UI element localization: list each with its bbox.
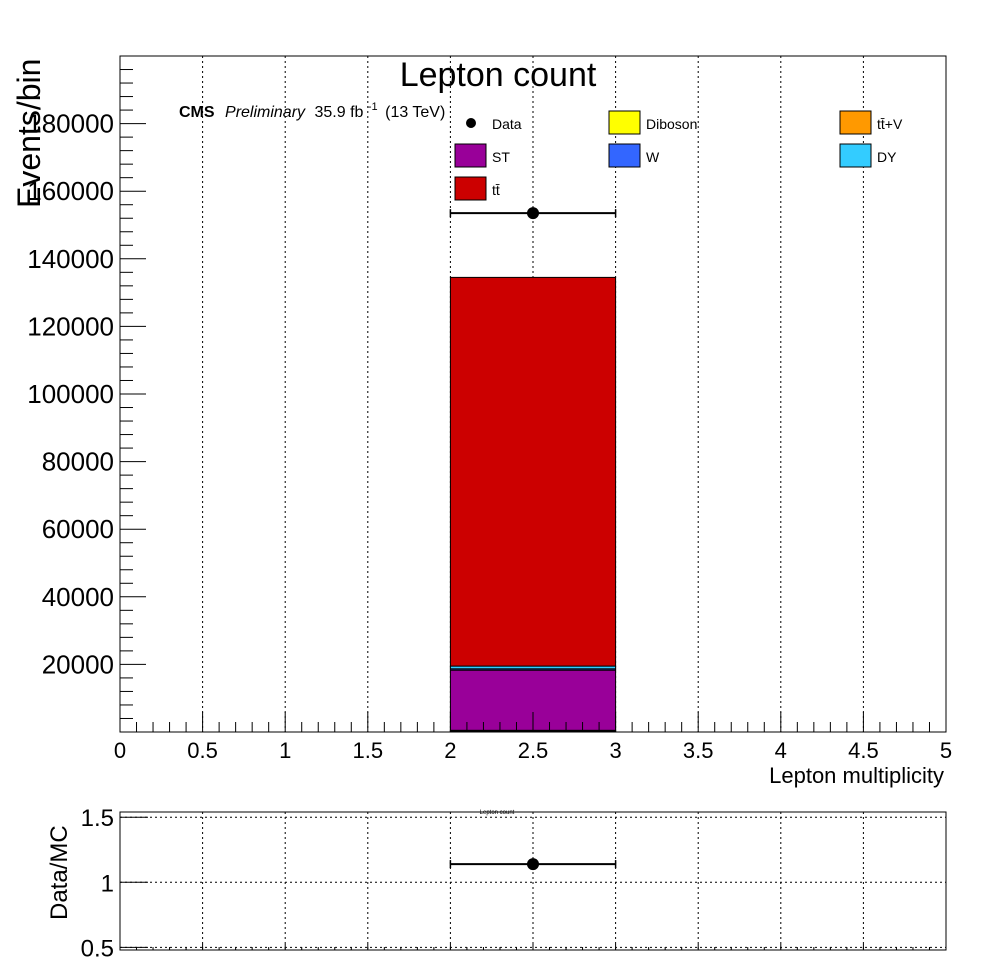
main-y-tick-labels: 20000 40000 60000 80000 100000 120000 140000 16… [27, 109, 114, 680]
legend-swatch [608, 143, 641, 168]
legend: Data Diboson tt̄+V ST W DY tt̄ [454, 110, 903, 201]
energy-text: (13 TeV) [385, 104, 445, 121]
legend-swatch [608, 110, 641, 135]
legend-swatch [454, 143, 487, 168]
ratio-y-tick-label: 1.5 [81, 805, 114, 832]
data-points [449, 207, 617, 220]
x-tick-label: 0 [114, 738, 126, 763]
luminosity-exponent: -1 [368, 101, 378, 113]
legend-label: Diboson [646, 116, 697, 132]
legend-label: tt̄ [492, 182, 500, 198]
y-tick-label: 140000 [27, 244, 114, 274]
y-tick-label: 100000 [27, 379, 114, 409]
legend-label: DY [877, 149, 897, 165]
cms-label: CMS Preliminary 35.9 fb -1 (13 TeV) [179, 97, 445, 121]
ratio-point-marker [527, 858, 539, 871]
x-tick-label: 5 [940, 738, 952, 763]
ratio-title: Lepton count [480, 810, 515, 816]
y-tick-label: 160000 [27, 176, 114, 206]
legend-swatch [839, 110, 872, 135]
y-tick-label: 60000 [42, 514, 114, 544]
ratio-y-axis-label: Data/MC [46, 825, 73, 920]
main-x-ticks [119, 712, 947, 732]
x-tick-label: 4 [775, 738, 787, 763]
ratio-x-ticks [119, 944, 947, 950]
main-y-axis-label: Events/bin [11, 59, 47, 208]
legend-label: W [646, 149, 660, 165]
x-tick-label: 4.5 [848, 738, 879, 763]
x-tick-label: 3 [609, 738, 621, 763]
stacked-histogram [449, 276, 617, 733]
legend-label: tt̄+V [877, 116, 903, 132]
x-tick-label: 1.5 [353, 738, 384, 763]
luminosity-text: 35.9 fb [314, 104, 363, 121]
y-tick-label: 120000 [27, 311, 114, 341]
ratio-y-tick-label: 1 [101, 870, 114, 897]
legend-marker-data [466, 118, 476, 128]
y-tick-label: 80000 [42, 447, 114, 477]
legend-label: ST [492, 149, 510, 165]
legend-swatch [839, 143, 872, 168]
preliminary-text: Preliminary [225, 104, 306, 121]
x-tick-label: 2 [444, 738, 456, 763]
legend-swatch [454, 176, 487, 201]
data-point-marker [527, 207, 539, 220]
ratio-y-tick-label: 0.5 [81, 935, 114, 962]
x-tick-label: 1 [279, 738, 291, 763]
ratio-y-tick-labels: 0.5 1 1.5 [81, 805, 114, 962]
stack-bar-tt [449, 276, 617, 667]
main-x-tick-labels: 0 0.5 1 1.5 2 2.5 3 3.5 4 4.5 5 [114, 738, 952, 763]
y-tick-label: 40000 [42, 582, 114, 612]
ratio-points [449, 858, 617, 871]
x-tick-label: 2.5 [518, 738, 549, 763]
x-tick-label: 0.5 [187, 738, 218, 763]
main-y-ticks [120, 55, 146, 733]
ratio-y-ticks [120, 816, 148, 948]
main-x-axis-label: Lepton multiplicity [769, 763, 944, 788]
y-tick-label: 20000 [42, 649, 114, 679]
main-panel: 0 0.5 1 1.5 2 2.5 3 3.5 4 4.5 5 20000 40000 60000 800… [11, 55, 952, 788]
cms-text: CMS [179, 104, 215, 121]
main-title: Lepton count [400, 56, 597, 94]
legend-label: Data [492, 116, 522, 132]
y-tick-label: 180000 [27, 109, 114, 139]
ratio-gridlines [120, 812, 946, 950]
ratio-panel: 0.5 1 1.5 Lepton count Data/MC [46, 805, 947, 962]
x-tick-label: 3.5 [683, 738, 714, 763]
